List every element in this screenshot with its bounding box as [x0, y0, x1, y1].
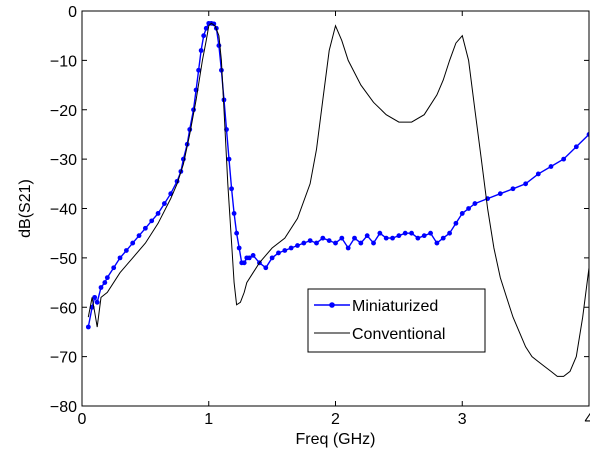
y-tick-label: −30: [50, 152, 77, 169]
data-point: [523, 181, 529, 187]
legend-label-conventional: Conventional: [352, 326, 445, 343]
data-point: [339, 235, 345, 241]
data-point: [269, 255, 275, 261]
data-point: [307, 238, 313, 243]
data-point: [402, 230, 408, 236]
data-point: [396, 233, 402, 239]
legend-marker-miniaturized: [329, 302, 335, 308]
data-point: [428, 230, 433, 236]
data-point: [155, 211, 161, 216]
x-axis-label: Freq (GHz): [296, 431, 376, 448]
data-point: [111, 265, 117, 271]
series-miniaturized: [85, 20, 589, 330]
data-point: [250, 253, 256, 258]
data-point: [98, 285, 104, 290]
data-point: [326, 238, 332, 243]
data-point: [535, 171, 541, 177]
data-point: [333, 240, 338, 246]
data-point: [415, 235, 421, 241]
data-point: [234, 230, 240, 236]
y-tick-label: −60: [50, 300, 77, 317]
data-point: [102, 280, 108, 285]
data-point: [409, 230, 414, 236]
series-line-miniaturized: [87, 22, 589, 328]
data-point: [117, 255, 123, 261]
data-point: [548, 164, 554, 169]
data-point: [149, 218, 155, 224]
data-point: [320, 235, 326, 241]
x-tick-label: 2: [331, 411, 340, 428]
data-point: [371, 240, 376, 246]
data-point: [295, 243, 300, 248]
data-point: [573, 144, 579, 150]
y-axis-label: dB(S21): [17, 179, 34, 238]
data-point: [466, 206, 471, 211]
data-point: [123, 248, 129, 253]
y-tick-label: −70: [50, 350, 77, 367]
x-tick-label: 0: [78, 411, 87, 428]
data-point: [383, 235, 389, 241]
data-point: [453, 220, 459, 226]
data-point: [301, 240, 307, 246]
data-point: [390, 235, 395, 241]
data-point: [104, 275, 110, 281]
legend-label-miniaturized: Miniaturized: [352, 298, 438, 315]
data-point: [236, 245, 242, 251]
data-point: [459, 211, 465, 216]
data-point: [92, 294, 98, 300]
y-tick-label: 0: [68, 4, 77, 21]
data-point: [358, 240, 364, 246]
data-point: [201, 33, 207, 39]
data-point: [510, 186, 516, 192]
data-point: [282, 248, 288, 253]
data-point: [130, 240, 136, 246]
legend-box: [307, 288, 486, 353]
data-point: [421, 233, 427, 239]
data-point: [276, 250, 281, 256]
data-point: [377, 230, 383, 236]
data-point: [142, 225, 148, 231]
data-point: [447, 230, 452, 236]
data-point: [497, 191, 503, 197]
data-point: [561, 156, 567, 162]
y-tick-label: −40: [50, 202, 77, 219]
data-point: [136, 233, 142, 239]
series-line-conventional: [87, 22, 589, 377]
data-point: [352, 235, 357, 241]
data-point: [345, 245, 351, 251]
x-tick-label: 3: [458, 411, 467, 428]
data-point: [263, 265, 269, 271]
data-point: [241, 260, 247, 266]
data-point: [196, 67, 202, 73]
series-layer: [85, 20, 589, 377]
x-tick-label: 4: [585, 411, 590, 428]
data-point: [288, 245, 294, 251]
data-point: [94, 299, 100, 305]
legend: Miniaturized Conventional: [307, 288, 486, 353]
data-point: [434, 240, 440, 246]
data-point: [198, 48, 204, 53]
data-point: [85, 324, 91, 330]
y-tick-label: −10: [50, 53, 77, 70]
data-point: [211, 21, 217, 27]
data-point: [226, 156, 232, 162]
y-tick-label: −50: [50, 251, 77, 268]
data-point: [364, 233, 370, 239]
y-tick-label: −20: [50, 103, 77, 120]
data-point: [203, 25, 209, 31]
data-point: [231, 211, 237, 216]
data-point: [440, 235, 446, 241]
data-point: [229, 186, 234, 192]
data-point: [161, 201, 167, 206]
data-point: [586, 132, 589, 137]
y-tick-label: −80: [50, 399, 77, 416]
data-point: [314, 240, 319, 246]
series-conventional: [87, 22, 589, 377]
x-tick-label: 1: [204, 411, 213, 428]
data-point: [472, 201, 478, 206]
ticks-layer: 0 1 2 3 4 0 −10 −20 −30 −40 −50 −60 −70 −80: [50, 4, 590, 428]
data-point: [246, 255, 252, 261]
